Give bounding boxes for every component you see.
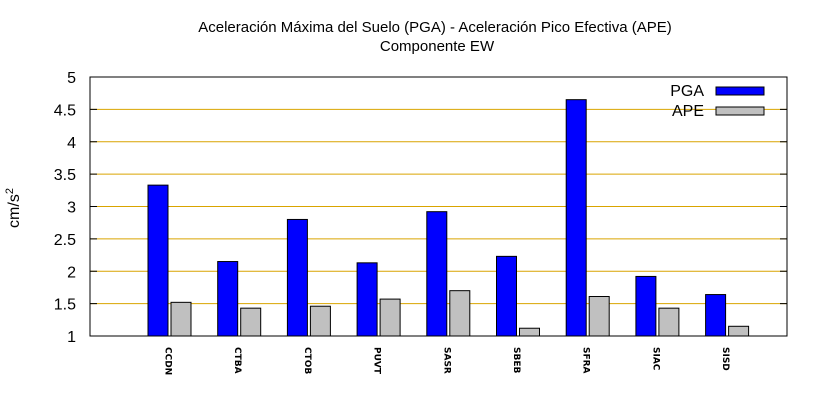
x-category-label: SASR	[441, 347, 451, 374]
y-axis-label-unit: cm/s	[6, 194, 23, 228]
bar-ape-ctob	[309, 305, 331, 337]
bar-ape-sasr	[449, 290, 471, 337]
y-tick-label: 1	[67, 329, 76, 346]
bar-ape-ctba	[240, 307, 262, 337]
legend-label-pga: PGA	[670, 83, 704, 100]
y-tick-label: 3.5	[54, 167, 76, 184]
bar-pga-sfra	[565, 99, 587, 337]
legend-label-ape: APE	[672, 103, 704, 120]
bar-pga-ccdn	[147, 184, 169, 337]
y-tick-label: 4	[67, 135, 76, 152]
x-category-label: SIAC	[650, 347, 660, 371]
bar-ape-ccdn	[170, 301, 192, 337]
y-tick-label: 1.5	[54, 297, 76, 314]
x-category-label: SBEB	[511, 347, 521, 373]
x-axis-categories: CCDN CTBA CTOB PUVT SASR SBEB SFRA SIAC SISD	[163, 347, 731, 375]
y-tick-label: 4.5	[54, 102, 76, 119]
chart-title: Aceleración Máxima del Suelo (PGA) - Ace…	[198, 19, 672, 36]
bar-ape-sfra	[588, 296, 610, 337]
x-category-label: SISD	[720, 347, 730, 371]
bar-pga-ctob	[286, 218, 308, 337]
legend: PGA APE	[670, 83, 765, 120]
bar-ape-puvt	[379, 298, 401, 337]
x-category-label: SFRA	[581, 347, 591, 374]
bar-pga-sasr	[426, 211, 448, 337]
y-tick-label: 3	[67, 200, 76, 217]
y-axis-label: cm/s2	[4, 188, 23, 228]
bar-ape-sisd	[728, 325, 750, 337]
x-category-label: CCDN	[163, 347, 173, 375]
chart-subtitle: Componente EW	[380, 38, 495, 55]
bar-pga-puvt	[356, 262, 378, 337]
legend-swatch-ape	[715, 106, 765, 116]
legend-swatch-pga	[715, 86, 765, 96]
y-tick-label: 2.5	[54, 232, 76, 249]
bars	[147, 99, 750, 337]
x-category-label: CTBA	[232, 347, 242, 374]
bar-ape-siac	[658, 307, 680, 337]
bar-pga-siac	[635, 275, 657, 337]
y-tick-label: 2	[67, 264, 76, 281]
bar-pga-sbeb	[496, 255, 517, 337]
y-tick-label: 5	[67, 70, 76, 87]
x-category-label: PUVT	[372, 347, 382, 375]
bar-ape-sbeb	[519, 327, 540, 337]
y-axis-ticks: 1 1.5 2 2.5 3 3.5 4 4.5 5	[54, 70, 787, 346]
bar-pga-sisd	[705, 294, 727, 337]
y-axis-label-exponent: 2	[4, 188, 16, 194]
bar-pga-ctba	[217, 261, 239, 337]
x-category-label: CTOB	[302, 347, 312, 374]
